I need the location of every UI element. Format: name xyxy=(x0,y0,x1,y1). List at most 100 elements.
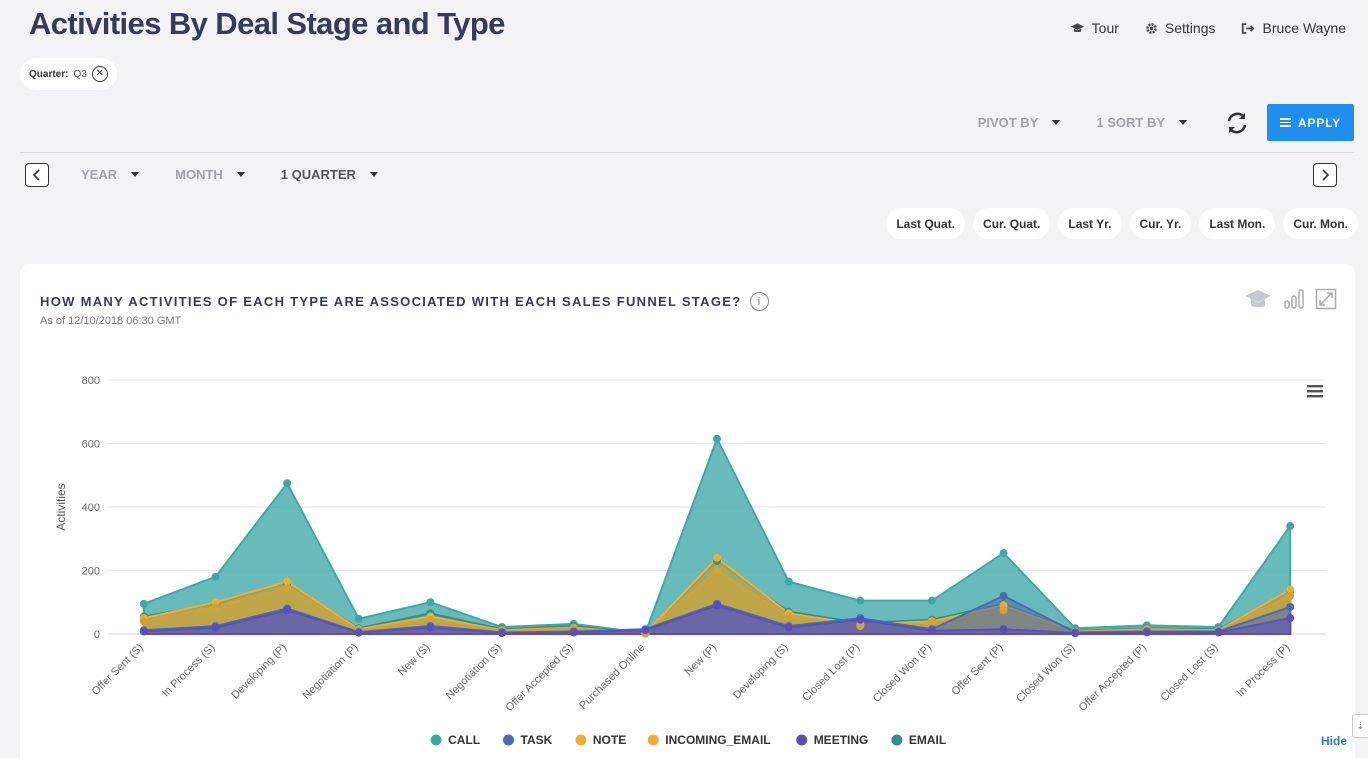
user-name: Bruce Wayne xyxy=(1262,20,1346,36)
caret-down-icon xyxy=(236,172,245,177)
legend-marker xyxy=(891,734,903,746)
sign-out-icon xyxy=(1242,22,1255,34)
tour-link[interactable]: Tour xyxy=(1070,20,1119,36)
data-point xyxy=(1286,614,1295,623)
data-point xyxy=(856,615,865,624)
shortcut-last-quarter[interactable]: Last Quat. xyxy=(886,208,966,239)
x-tick-label: Developing (P) xyxy=(229,642,289,702)
chart-subtitle: As of 12/10/2018 06:30 GMT xyxy=(40,315,182,327)
card-tools xyxy=(1243,288,1337,310)
year-dropdown[interactable]: YEAR xyxy=(81,167,140,182)
info-icon[interactable]: i xyxy=(749,292,769,311)
data-point xyxy=(283,479,292,488)
quarter-dropdown[interactable]: 1 QUARTER xyxy=(281,167,378,182)
legend-item: CALL xyxy=(448,733,480,747)
top-nav: Tour Settings Bruce Wayne xyxy=(1070,20,1346,36)
list-icon xyxy=(1280,118,1292,127)
legend-item: TASK xyxy=(521,733,553,747)
legend-marker xyxy=(503,734,514,746)
chart-title: HOW MANY ACTIVITIES OF EACH TYPE ARE ASS… xyxy=(40,292,769,311)
scroll-down-icon[interactable]: ⇣ xyxy=(1352,714,1368,738)
next-period-button[interactable] xyxy=(1313,163,1337,187)
data-point xyxy=(139,599,148,608)
y-tick-label: 400 xyxy=(82,502,100,514)
data-point xyxy=(283,606,292,615)
data-point xyxy=(927,626,936,635)
legend-item: NOTE xyxy=(593,733,626,747)
data-point xyxy=(283,577,292,586)
toolbar: PIVOT BY 1 SORT BY APPLY xyxy=(978,104,1354,141)
sort-by-label: 1 SORT BY xyxy=(1096,115,1165,130)
filter-label: Quarter: xyxy=(29,68,69,80)
data-point xyxy=(426,598,435,607)
data-point xyxy=(211,603,220,612)
data-point xyxy=(426,623,435,632)
x-tick-label: Negotiation (S) xyxy=(444,642,504,702)
x-tick-label: New (S) xyxy=(396,642,433,679)
data-point xyxy=(354,628,363,637)
data-point xyxy=(641,626,650,635)
hide-legend-link[interactable]: Hide xyxy=(1320,734,1347,748)
data-point xyxy=(713,566,721,575)
x-tick-label: Offer Accepted (S) xyxy=(503,642,575,714)
shortcut-current-month[interactable]: Cur. Mon. xyxy=(1283,208,1358,239)
user-menu[interactable]: Bruce Wayne xyxy=(1241,20,1346,36)
apply-button[interactable]: APPLY xyxy=(1267,104,1354,141)
data-point xyxy=(713,601,721,610)
y-tick-label: 600 xyxy=(82,439,100,451)
caret-down-icon xyxy=(1052,120,1061,125)
period-selector: YEAR MONTH 1 QUARTER xyxy=(81,167,414,182)
data-point xyxy=(498,629,507,638)
tour-label: Tour xyxy=(1091,20,1119,36)
x-tick-label: Offer Sent (P) xyxy=(949,642,1005,698)
data-point xyxy=(283,583,292,592)
toolbar-divider xyxy=(20,152,1354,153)
data-point xyxy=(713,553,721,562)
y-tick-label: 800 xyxy=(82,375,100,387)
graduation-cap-icon[interactable] xyxy=(1243,288,1273,310)
gear-icon xyxy=(1146,22,1157,34)
data-point xyxy=(211,572,220,581)
shortcut-last-year[interactable]: Last Yr. xyxy=(1058,208,1122,239)
data-point xyxy=(713,434,721,443)
previous-period-button[interactable] xyxy=(25,163,49,187)
settings-link[interactable]: Settings xyxy=(1145,20,1215,36)
data-point xyxy=(354,614,363,623)
shortcut-current-year[interactable]: Cur. Yr. xyxy=(1129,208,1192,239)
data-point xyxy=(1286,603,1295,612)
x-tick-label: Developing (S) xyxy=(731,642,791,702)
graduation-cap-icon xyxy=(1070,23,1084,32)
shortcut-last-month[interactable]: Last Mon. xyxy=(1199,208,1276,239)
quarter-label: 1 QUARTER xyxy=(280,167,356,182)
chart-card: HOW MANY ACTIVITIES OF EACH TYPE ARE ASS… xyxy=(20,264,1355,758)
series-area-meeting xyxy=(142,604,1292,635)
page-title: Activities By Deal Stage and Type xyxy=(29,6,505,41)
x-tick-label: In Process (S) xyxy=(160,642,218,700)
bar-chart-icon[interactable] xyxy=(1283,288,1305,310)
data-point xyxy=(1071,629,1080,638)
remove-filter-icon[interactable]: ✕ xyxy=(91,66,108,82)
data-point xyxy=(927,618,936,627)
pivot-by-dropdown[interactable]: PIVOT BY xyxy=(978,115,1061,130)
data-point xyxy=(784,577,793,586)
sort-by-dropdown[interactable]: 1 SORT BY xyxy=(1096,115,1187,130)
caret-down-icon xyxy=(369,172,378,177)
data-point xyxy=(139,617,148,626)
data-point xyxy=(927,596,936,605)
refresh-icon[interactable] xyxy=(1223,109,1251,137)
shortcut-current-quarter[interactable]: Cur. Quat. xyxy=(973,208,1051,239)
y-tick-label: 0 xyxy=(94,629,100,641)
expand-icon[interactable] xyxy=(1315,288,1337,310)
data-point xyxy=(856,622,865,631)
x-tick-label: Negotiation (P) xyxy=(301,642,361,702)
month-dropdown[interactable]: MONTH xyxy=(175,167,245,182)
chart-title-text: HOW MANY ACTIVITIES OF EACH TYPE ARE ASS… xyxy=(40,294,742,309)
chevron-left-icon xyxy=(32,169,40,181)
data-point xyxy=(139,627,148,636)
chart-menu-bar xyxy=(1307,390,1323,393)
data-point xyxy=(784,623,793,632)
data-point xyxy=(1286,585,1295,594)
data-point xyxy=(569,628,578,637)
apply-label: APPLY xyxy=(1298,115,1341,130)
